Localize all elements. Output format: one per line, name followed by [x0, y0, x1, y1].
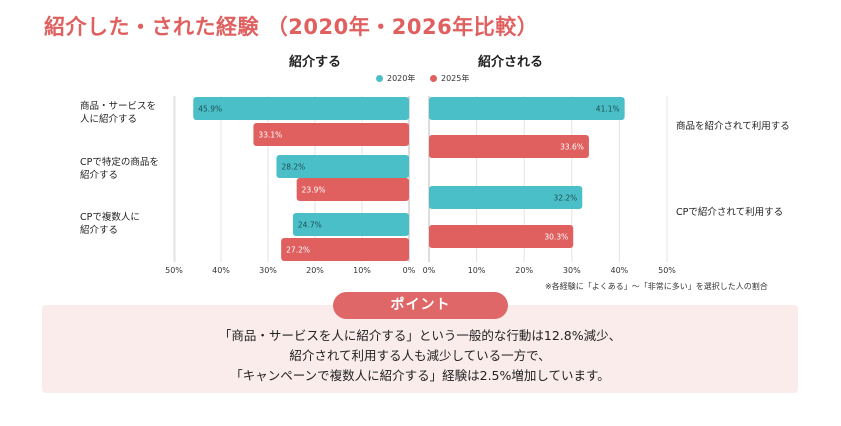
point-line-2: 「キャンペーンで複数人に紹介する」経験は2.5%増加しています。: [230, 368, 610, 383]
legend-label-2020: 2020年: [387, 74, 416, 83]
right-tick-label: 0%: [423, 266, 436, 275]
right-tick-label: 30%: [563, 266, 581, 275]
left-bar-2025: [253, 123, 409, 146]
left-data-label: 24.7%: [298, 221, 322, 230]
point-line-1: 紹介されて利用する人も減少している一方で、: [289, 348, 551, 363]
right-bar-2025: [429, 225, 574, 248]
legend-swatch-2020: [376, 75, 383, 82]
left-tick-label: 20%: [306, 266, 324, 275]
legend-2020: 2020年: [376, 73, 415, 84]
legend-swatch-2025: [430, 75, 437, 82]
right-category-1: CPで紹介されて利用する: [676, 207, 784, 218]
right-data-label: 30.3%: [544, 233, 568, 242]
left-category-0: 商品・サービスを 人に紹介する: [80, 101, 157, 125]
left-tick-label: 0%: [403, 266, 416, 275]
left-tick-label: 50%: [165, 266, 183, 275]
left-panel-title: 紹介する: [289, 55, 342, 70]
left-category-1: CPで特定の商品を 紹介する: [80, 157, 159, 181]
legend-2025: 2025年: [430, 73, 469, 84]
right-tick-label: 50%: [658, 266, 676, 275]
chart-title: 紹介した・された経験 （2020年・2026年比較）: [44, 15, 539, 39]
right-data-label: 32.2%: [553, 194, 577, 203]
right-bar-2020: [429, 97, 625, 120]
right-tick-label: 40%: [611, 266, 629, 275]
right-tick-label: 20%: [515, 266, 533, 275]
right-data-label: 33.6%: [560, 143, 584, 152]
legend-label-2025: 2025年: [441, 74, 470, 83]
left-bar-2020: [292, 213, 409, 236]
left-data-label: 33.1%: [258, 131, 282, 140]
left-bar-2025: [281, 238, 409, 261]
left-data-label: 45.9%: [198, 105, 222, 114]
right-panel-title: 紹介される: [478, 55, 544, 70]
right-bar-2020: [429, 186, 583, 209]
left-tick-label: 10%: [353, 266, 371, 275]
point-badge: ポイント: [333, 292, 508, 319]
point-box: [42, 305, 798, 393]
right-category-0: 商品を紹介されて利用する: [676, 121, 790, 132]
left-tick-label: 40%: [212, 266, 230, 275]
left-bar-2020: [193, 97, 409, 120]
left-data-label: 27.2%: [286, 246, 310, 255]
survey-note: ※各経験に「よくある」〜「非常に多い」を選択した人の割合: [545, 282, 768, 291]
point-line-0: 「商品・サービスを人に紹介する」という一般的な行動は12.8%減少、: [218, 328, 622, 343]
left-bar-2025: [296, 178, 409, 201]
left-tick-label: 30%: [259, 266, 277, 275]
point-text: 「商品・サービスを人に紹介する」という一般的な行動は12.8%減少、 紹介されて…: [42, 326, 798, 386]
right-bar-2025: [429, 135, 589, 158]
left-data-label: 28.2%: [281, 163, 305, 172]
right-data-label: 41.1%: [596, 105, 620, 114]
bar-chart: 50% 40% 30% 20% 10% 0% 45.9% 28.2% 24.7% 33.1% 23.…: [165, 96, 676, 275]
right-tick-label: 10%: [468, 266, 486, 275]
left-bar-2020: [276, 155, 409, 178]
left-category-2: CPで複数人に 紹介する: [80, 212, 140, 236]
left-data-label: 23.9%: [302, 186, 326, 195]
